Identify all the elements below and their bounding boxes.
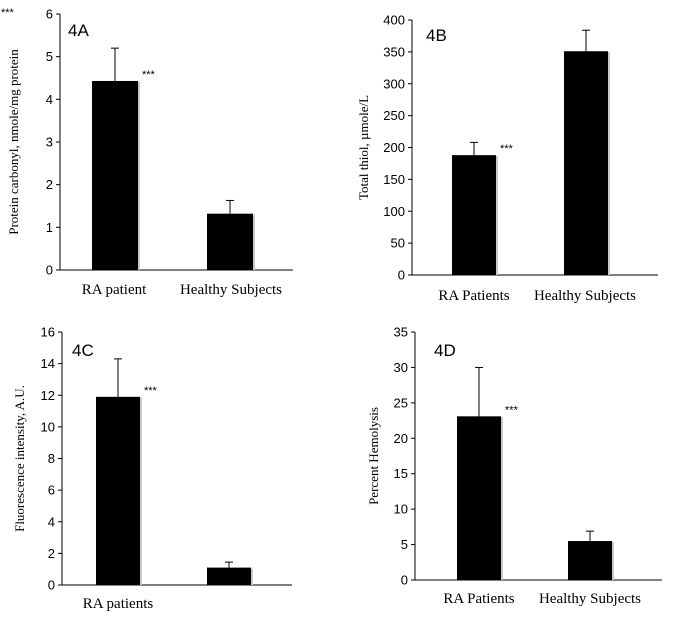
panel-4b-y-tick-label: 0 <box>398 268 405 283</box>
panel-4c-y-tick-label: 2 <box>48 546 55 561</box>
panel-4d-bar <box>457 416 501 580</box>
panel-4c-y-tick-label: 6 <box>48 483 55 498</box>
panel-4a-bar-shadow <box>137 81 140 270</box>
panel-4b-category-label: Healthy Subjects <box>534 288 636 304</box>
panel-4d-y-tick-label: 35 <box>394 325 408 340</box>
panel-4d-significance-mark: *** <box>505 404 519 416</box>
panel-4b-y-tick-label: 350 <box>383 44 405 59</box>
panel-4a-y-tick-label: 0 <box>46 263 53 278</box>
panel-4d-category-label: RA Patients <box>443 591 514 607</box>
panel-4d-y-tick-label: 30 <box>394 360 408 375</box>
panel-4c-label: 4C <box>72 341 94 360</box>
panel-4a-label: 4A <box>68 21 89 40</box>
panel-4d-y-tick-label: 10 <box>394 502 408 517</box>
panel-4b-y-tick-label: 50 <box>391 236 405 251</box>
panel-4b-y-tick-label: 250 <box>383 108 405 123</box>
panel-4c-y-tick-label: 10 <box>41 419 55 434</box>
panel-4a-y-tick-label: 3 <box>46 135 53 150</box>
panel-4d-bar-shadow <box>611 542 614 580</box>
panel-4c-y-tick-label: 4 <box>48 514 55 529</box>
panel-4c-y-axis-label: Fluorescence intensity, A.U. <box>12 385 27 532</box>
panel-4d-y-tick-label: 0 <box>401 573 408 588</box>
panel-4b-significance-mark: *** <box>500 143 514 155</box>
panel-4c-bar-shadow <box>139 397 142 585</box>
panel-4d-y-tick-label: 15 <box>394 466 408 481</box>
panel-4d-bar <box>568 541 612 580</box>
panel-4a-category-label: RA patient <box>82 282 147 298</box>
panel-4d-y-tick-label: 5 <box>401 537 408 552</box>
panel-4c-category-label: RA patients <box>83 596 154 612</box>
panel-4c-bar <box>96 396 140 585</box>
panel-4a-bar <box>92 80 138 270</box>
panel-4b-label: 4B <box>426 26 447 45</box>
panel-4a-y-tick-label: 2 <box>46 177 53 192</box>
panel-4c-y-tick-label: 12 <box>41 388 55 403</box>
panel-4b-y-tick-label: 150 <box>383 172 405 187</box>
panel-4c-bar-shadow <box>250 568 253 585</box>
panel-4d-bar-shadow <box>500 417 503 580</box>
panel-4b-bar <box>564 51 608 275</box>
panel-4d-label: 4D <box>434 341 456 360</box>
corner-significance-mark: *** <box>1 7 15 19</box>
panel-4b-y-tick-label: 300 <box>383 76 405 91</box>
panel-4a-y-tick-label: 4 <box>46 92 53 107</box>
panel-4d-y-axis-label: Percent Hemolysis <box>366 407 381 505</box>
panel-4a-y-tick-label: 6 <box>46 7 53 22</box>
panel-4d-y-tick-label: 20 <box>394 431 408 446</box>
panel-4b-bar <box>452 155 496 275</box>
panel-4c-y-tick-label: 16 <box>41 325 55 340</box>
panel-4a-category-label: Healthy Subjects <box>180 282 282 298</box>
panel-4b-bar-shadow <box>495 156 498 275</box>
panel-4c-bar <box>207 567 251 585</box>
panel-4a-y-tick-label: 1 <box>46 220 53 235</box>
panel-4b-y-tick-label: 200 <box>383 140 405 155</box>
panel-4b-category-label: RA Patients <box>438 288 509 304</box>
panel-4b-y-tick-label: 400 <box>383 13 405 28</box>
panel-4c-y-tick-label: 0 <box>48 578 55 593</box>
panel-4a-y-tick-label: 5 <box>46 49 53 64</box>
panel-4c-y-tick-label: 14 <box>41 356 55 371</box>
panel-4a-bar-shadow <box>252 214 255 270</box>
panel-4b-bar-shadow <box>607 52 610 275</box>
panel-4b-y-axis-label: Total thiol, µmole/L <box>356 95 371 200</box>
panel-4a-bar <box>207 213 253 270</box>
panel-4c-y-tick-label: 8 <box>48 451 55 466</box>
panel-4b-y-tick-label: 100 <box>383 204 405 219</box>
panel-4a-significance-mark: *** <box>142 69 156 81</box>
panel-4c-significance-mark: *** <box>144 385 158 397</box>
panel-4d-category-label: Healthy Subjects <box>539 591 641 607</box>
panel-4a-y-axis-label: Protein carbonyl, nmole/mg protein <box>6 49 21 235</box>
panel-4d-y-tick-label: 25 <box>394 395 408 410</box>
